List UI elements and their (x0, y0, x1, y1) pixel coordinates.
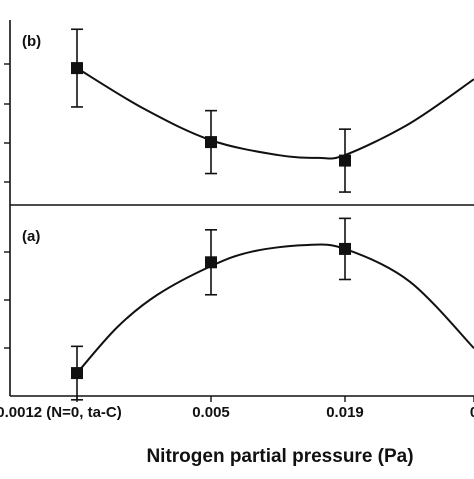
data-point-a-2 (339, 242, 351, 255)
x-tick-label-3: 0 (470, 404, 474, 421)
data-point-b-2 (339, 154, 351, 167)
data-markers (71, 28, 351, 401)
panel-label-a: (a) (22, 228, 40, 245)
fit-curve-b (76, 67, 474, 160)
chart-text: (b) (a) 0.0012 (N=0, ta-C) 0.005 0.019 0 Nitro… (0, 33, 474, 467)
data-point-a-1 (205, 256, 217, 269)
data-point-a-0 (71, 367, 83, 380)
fit-curve-a (76, 243, 474, 374)
x-axis-title: Nitrogen partial pressure (Pa) (146, 446, 413, 467)
data-point-b-0 (71, 62, 83, 75)
x-tick-label-0: 0.0012 (N=0, ta-C) (0, 404, 122, 421)
data-point-b-1 (205, 136, 217, 149)
fit-curves (76, 67, 474, 374)
axes-frame (4, 20, 474, 402)
x-tick-label-2: 0.019 (326, 404, 364, 421)
x-tick-label-1: 0.005 (192, 404, 230, 421)
panel-label-b: (b) (22, 33, 41, 50)
